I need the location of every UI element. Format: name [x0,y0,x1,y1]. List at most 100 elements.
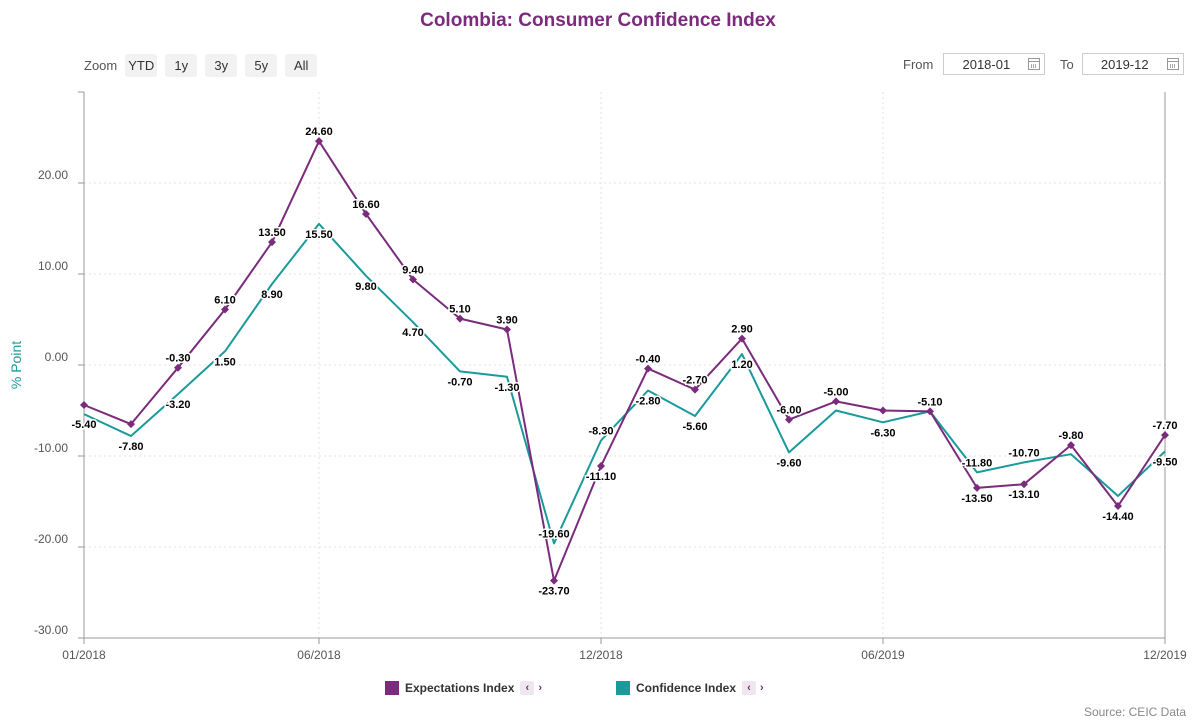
data-label: -2.80 [635,395,660,407]
data-label: 1.20 [731,359,752,371]
legend-label-expectations: Expectations Index [405,681,515,695]
y-tick-label: 20.00 [38,168,68,182]
to-date-value: 2019-12 [1100,56,1149,72]
data-point [785,415,793,424]
data-label: 9.80 [355,281,376,293]
zoom-bar: Zoom YTD 1y 3y 5y All [84,54,325,77]
date-range-to: To 2019-12 [1060,53,1184,75]
data-label: -9.50 [1152,456,1177,468]
zoom-all-button[interactable]: All [285,54,318,77]
data-label: -7.80 [118,441,143,453]
data-label: -0.40 [635,354,660,366]
data-point [174,363,182,372]
x-tick-label: 01/2018 [62,648,106,662]
data-label: -9.60 [776,457,801,469]
data-label: 16.60 [352,199,380,211]
data-point [221,305,229,314]
data-label: -7.70 [1152,420,1177,432]
data-point [597,462,605,471]
data-point [409,275,417,284]
data-label: -5.00 [823,386,848,398]
zoom-5y-button[interactable]: 5y [245,54,278,77]
data-point [268,238,276,247]
data-label: -23.70 [538,586,569,598]
data-point [550,576,558,585]
axes: 20.00 10.00 0.00 -10.00 -20.00 -30.00 01/2018 0… [8,91,1187,662]
data-label: -9.80 [1058,430,1083,442]
y-tick-label: 10.00 [38,259,68,273]
from-date-value: 2018-01 [962,56,1011,72]
calendar-icon[interactable] [1166,58,1179,70]
y-tick-label: 0.00 [45,350,69,364]
data-point [644,364,652,373]
data-label: -19.60 [538,528,569,540]
series-line-expectations [83,140,1166,582]
data-label: 24.60 [305,126,333,138]
source-note: Source: CEIC Data [1083,705,1186,719]
chevron-right-icon[interactable]: › [760,682,764,694]
data-label: -13.10 [1008,489,1039,501]
zoom-3y-button[interactable]: 3y [205,54,238,77]
to-label: To [1060,56,1074,72]
legend-item-confidence[interactable]: Confidence Index ‹ › [616,681,764,695]
x-tick-label: 12/2019 [1143,648,1187,662]
data-labels: -0.30 6.10 13.50 24.60 16.60 9.40 5.10 3.90 -23.… [70,125,1179,600]
data-label: -5.40 [71,419,96,431]
data-label: -5.60 [682,421,707,433]
data-label: 8.90 [261,289,282,301]
date-range-from: From 2018-01 [903,53,1046,75]
calendar-icon[interactable] [1028,58,1041,70]
grid-lines [83,92,1166,639]
chart-title: Colombia: Consumer Confidence Index [420,10,776,31]
legend-swatch-confidence [616,681,630,695]
data-label: 1.50 [214,356,235,368]
chevron-left-icon[interactable]: ‹ [520,681,535,695]
chevron-left-icon[interactable]: ‹ [742,681,757,695]
data-point [456,314,464,323]
y-axis-title: % Point [8,341,24,389]
data-point [926,407,934,416]
x-tick-label: 12/2018 [579,648,623,662]
series-line-confidence [83,222,1166,545]
data-label: 13.50 [258,227,286,239]
y-tick-label: -10.00 [34,441,68,455]
data-point [1067,441,1075,450]
x-tick-label: 06/2018 [297,648,341,662]
data-label: -11.10 [586,471,617,483]
from-label: From [903,56,934,72]
y-tick-label: -30.00 [34,623,68,637]
data-label: 2.90 [731,324,752,336]
data-point [879,406,887,415]
data-label: -13.50 [961,493,992,505]
zoom-1y-button[interactable]: 1y [165,54,198,77]
data-label: -11.80 [962,457,993,469]
chevron-right-icon[interactable]: › [538,682,543,694]
data-point [1114,502,1122,511]
legend-swatch-expectations [385,681,399,695]
data-point [1161,431,1169,440]
data-label: 5.10 [449,304,470,316]
data-label: 6.10 [214,294,235,306]
data-label: -1.30 [494,382,519,394]
to-date-input[interactable]: 2019-12 [1081,53,1184,75]
data-label: 3.90 [496,315,517,327]
data-label: -8.30 [588,426,613,438]
data-label: -6.30 [870,427,895,439]
from-date-input[interactable]: 2018-01 [943,53,1046,75]
data-point [832,397,840,406]
data-point [738,334,746,343]
zoom-ytd-button[interactable]: YTD [125,54,158,77]
data-point [973,483,981,492]
data-label: -3.20 [165,399,190,411]
zoom-label: Zoom [84,58,118,73]
data-label: -14.40 [1102,511,1133,523]
data-point [80,401,88,410]
data-label: -5.10 [917,396,942,408]
y-tick-label: -20.00 [34,532,68,546]
x-tick-label: 06/2019 [861,648,905,662]
legend-item-expectations[interactable]: Expectations Index ‹ › [385,681,542,695]
data-point [362,209,370,218]
data-label: -10.70 [1008,447,1039,459]
series-lines [80,137,1169,585]
legend-label-confidence: Confidence Index [636,681,737,695]
